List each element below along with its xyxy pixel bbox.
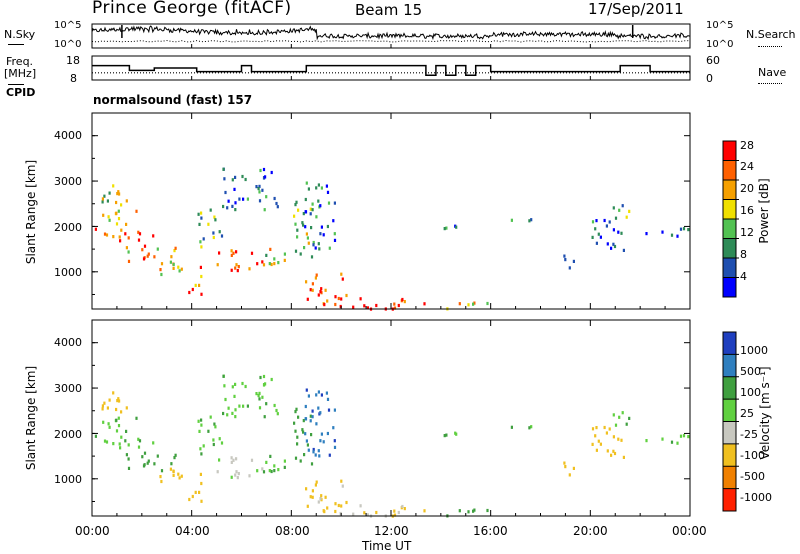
velocity-cb-tick: 25 [740,407,754,420]
power-ytick: 4000 [54,129,82,142]
noise-tick-right-bottom: 10^0 [706,39,734,50]
noise-search-label: N.Search [746,28,796,41]
noise-tick-left-top: 10^5 [54,20,82,31]
site-title: Prince George (fitACF) [92,0,292,18]
velocity-cb-tick: -25 [740,428,758,441]
xtick: 20:00 [573,524,608,538]
cpid-program: normalsound (fast) 157 [93,93,253,107]
freq-unit-label: [MHz] [4,67,37,80]
power-cb-tick: 24 [740,160,754,173]
noise-sky-line [91,25,690,41]
power-cb-tick: 12 [740,226,754,239]
nave-tick-top: 60 [706,54,720,67]
velocity-ytick: 2000 [54,428,82,441]
nave-tick-bottom: 0 [706,72,713,85]
xtick: 16:00 [473,524,508,538]
velocity-echo-cells [94,374,690,518]
cpid-label: CPID [6,86,36,99]
power-ytick: 1000 [54,266,82,279]
noise-tick-left-bottom: 10^0 [54,39,82,50]
velocity-cb-tick: -100 [740,449,765,462]
velocity-colorbar-swatch [723,399,736,422]
power-colorbar-swatch [723,199,736,219]
power-ytick: 2000 [54,221,82,234]
power-colorbar-swatch [723,160,736,180]
velocity-cb-tick: -1000 [740,491,772,504]
power-cb-tick: 16 [740,204,754,217]
noise-sky-label: N.Sky [4,28,36,41]
frequency-line [92,64,690,76]
power-ytick: 3000 [54,175,82,188]
velocity-cb-tick: -500 [740,470,765,483]
velocity-cb-tick: 500 [740,365,761,378]
velocity-ytick: 4000 [54,336,82,349]
velocity-colorbar-swatch [723,443,736,467]
velocity-colorbar-swatch [723,332,736,355]
nave-label: Nave [758,66,787,79]
power-panel-bg [92,113,690,309]
xtick: 00:00 [75,524,110,538]
freq-label: Freq. [6,55,34,68]
power-colorbar-swatch [723,258,736,278]
freq-tick-bottom: 8 [70,72,77,85]
velocity-panel-bg [92,320,690,516]
velocity-ytick: 3000 [54,382,82,395]
power-cb-tick: 4 [740,270,747,283]
noise-tick-right-top: 10^5 [706,20,734,31]
power-colorbar-swatch [723,219,736,239]
noise-search-legend-line [758,46,782,47]
date-label: 17/Sep/2011 [588,0,684,18]
noise-sky-legend-line [8,44,24,45]
power-colorbar-swatch [723,180,736,200]
x-axis-label: Time UT [362,539,412,553]
velocity-colorbar-swatch [723,421,736,444]
beam-label: Beam 15 [355,1,423,19]
power-colorbar-swatch [723,238,736,258]
nave-legend-line [758,83,782,84]
xtick: 08:00 [275,524,310,538]
velocity-colorbar-swatch [723,488,736,511]
velocity-ytick: 1000 [54,473,82,486]
power-cb-tick: 8 [740,248,747,261]
freq-tick-top: 18 [66,54,80,67]
power-echo-cells [94,167,690,311]
xtick: 00:00 [672,524,707,538]
noise-search-line [91,39,691,43]
power-cb-tick: 28 [740,139,754,152]
power-colorbar-swatch [723,141,736,161]
power-colorbar-swatch [723,277,736,297]
velocity-colorbar-swatch [723,376,736,400]
velocity-cb-tick: 1000 [740,344,768,357]
velocity-cb-tick: 100 [740,386,761,399]
freq-legend-line [8,84,24,85]
xtick: 04:00 [175,524,210,538]
power-cb-tick: 20 [740,182,754,195]
xtick: 12:00 [374,524,409,538]
velocity-colorbar-swatch [723,466,736,489]
velocity-colorbar-swatch [723,354,736,377]
